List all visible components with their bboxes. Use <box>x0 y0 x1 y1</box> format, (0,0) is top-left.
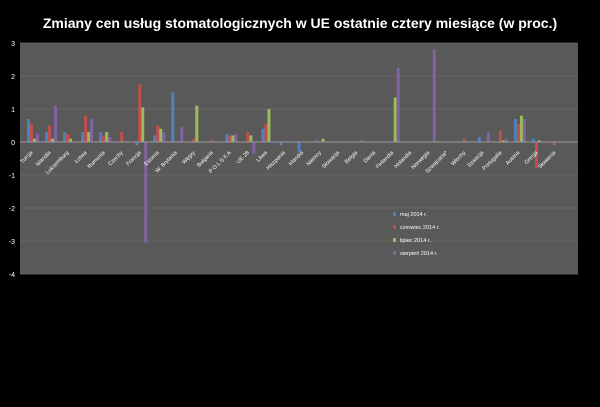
bar <box>192 138 196 142</box>
bar <box>138 84 142 142</box>
bar <box>279 142 283 146</box>
legend-label: sierpień 2014 r. <box>400 251 438 257</box>
bar <box>180 127 184 142</box>
bar <box>234 133 238 142</box>
chart-title: Zmiany cen usług stomatologicznych w UE … <box>42 15 558 31</box>
bar <box>162 132 166 142</box>
bar <box>315 140 319 142</box>
bar <box>462 138 466 142</box>
bar <box>504 138 508 142</box>
y-tick-label: -1 <box>9 173 15 180</box>
bar <box>396 67 400 142</box>
bar <box>246 132 250 142</box>
y-tick-label: 2 <box>11 74 15 81</box>
bar <box>156 125 160 142</box>
bar <box>534 142 538 169</box>
bar <box>231 135 235 142</box>
bar <box>87 132 91 142</box>
legend: maj 2014 r. czerwiec 2014 r. lipiec 2014 r… <box>393 212 440 257</box>
bar <box>159 128 163 142</box>
bar <box>141 107 145 142</box>
bar <box>90 118 94 142</box>
legend-swatch <box>393 212 396 216</box>
bar <box>267 109 271 142</box>
bar <box>210 140 214 142</box>
bar <box>432 49 436 142</box>
legend-swatch <box>393 225 396 229</box>
bar <box>501 140 505 142</box>
bars-layer <box>27 49 556 243</box>
bar <box>195 105 199 142</box>
bar <box>477 137 481 142</box>
bar <box>516 123 520 142</box>
bar <box>27 118 31 142</box>
bar <box>108 137 112 142</box>
bar <box>261 128 265 142</box>
y-tick-label: 1 <box>11 107 15 114</box>
bar <box>66 133 70 142</box>
bar <box>531 138 535 142</box>
legend-swatch <box>393 251 396 255</box>
bar <box>153 135 157 142</box>
bar <box>69 138 73 142</box>
bar <box>30 123 34 142</box>
bar <box>120 132 124 142</box>
legend-label: czerwiec 2014 r. <box>400 225 440 231</box>
bar <box>393 97 397 142</box>
y-tick-label: -3 <box>9 239 15 246</box>
bar <box>522 118 526 142</box>
bar <box>36 133 40 142</box>
bar <box>102 135 106 142</box>
bar <box>537 140 541 142</box>
bar <box>498 130 502 142</box>
y-tick-label: 3 <box>11 41 15 48</box>
plot-area <box>20 43 578 274</box>
bar <box>249 135 253 142</box>
bar <box>144 142 148 243</box>
bar <box>264 123 268 142</box>
bar <box>33 138 37 142</box>
bar <box>135 142 139 146</box>
bar <box>105 132 109 142</box>
bar <box>225 133 229 142</box>
bar <box>84 115 88 142</box>
bar <box>252 142 256 154</box>
bar <box>63 132 67 142</box>
y-tick-labels: 3 2 1 0 -1 -2 -3 -4 <box>9 41 15 279</box>
bar <box>228 135 232 142</box>
bar <box>48 125 52 142</box>
legend-label: maj 2014 r. <box>400 212 428 218</box>
bar <box>297 142 301 152</box>
legend-swatch <box>393 238 396 242</box>
y-tick-label: -2 <box>9 206 15 213</box>
bar <box>54 105 58 142</box>
bar <box>45 132 49 142</box>
bar <box>81 132 85 142</box>
y-tick-label: 0 <box>11 140 15 147</box>
bar <box>171 92 175 142</box>
bar <box>360 140 364 142</box>
bar <box>51 138 55 142</box>
bar <box>552 142 556 146</box>
bar <box>486 132 490 142</box>
bar <box>321 138 325 142</box>
y-tick-label: -4 <box>9 272 15 279</box>
bar <box>99 132 103 142</box>
legend-label: lipiec 2014 r. <box>400 238 431 244</box>
bar <box>519 115 523 142</box>
bar <box>513 118 517 142</box>
